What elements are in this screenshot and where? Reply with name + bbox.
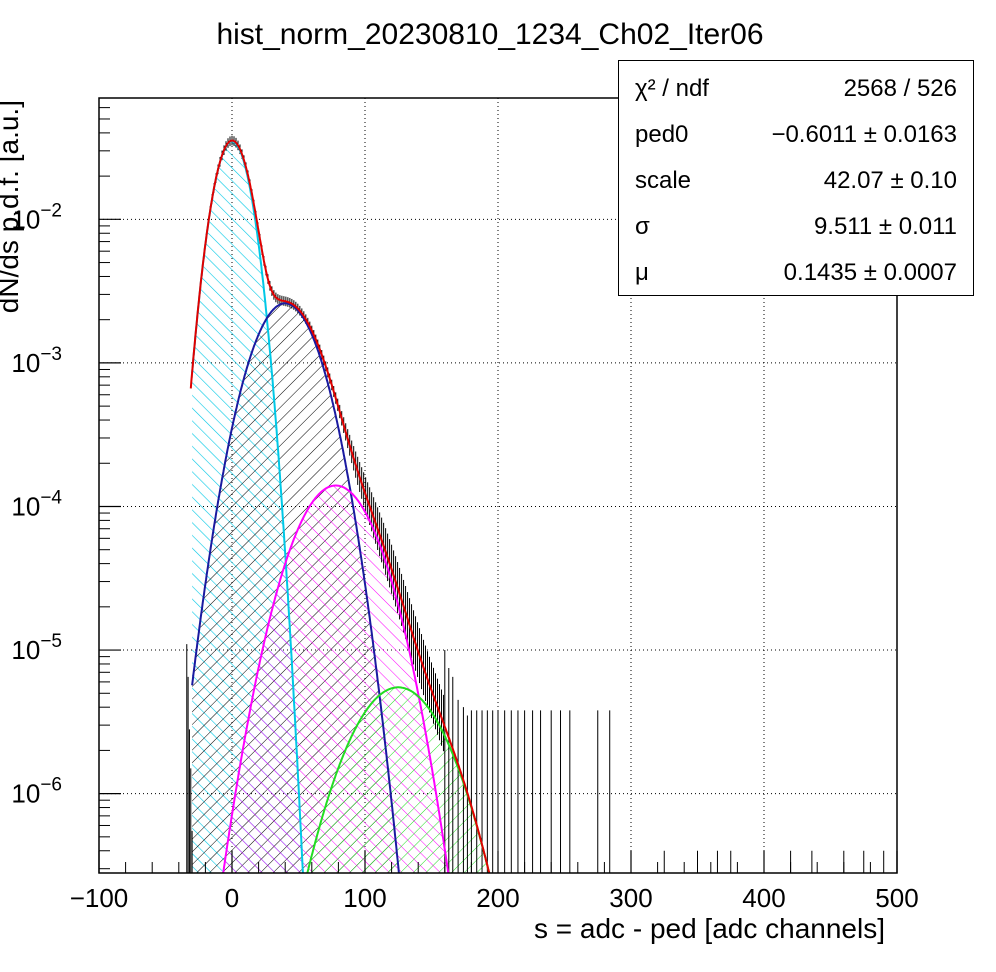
stat-row-sigma: σ 9.511 ± 0.011 [619, 203, 973, 249]
component-curve-3 [306, 686, 491, 873]
chart-title: hist_norm_20230810_1234_Ch02_Iter06 [216, 18, 763, 51]
stat-value: 2568 / 526 [843, 75, 957, 102]
x-tick-label: 400 [742, 883, 785, 913]
y-tick-label: 10−4 [11, 487, 62, 521]
stat-value: −0.6011 ± 0.0163 [771, 121, 957, 148]
component-curve-2 [222, 484, 450, 873]
y-tick-label: 10−3 [11, 344, 62, 378]
y-tick-labels: 10−210−310−410−510−6 [11, 200, 62, 808]
x-tick-label: −100 [70, 883, 129, 913]
component-fill-3 [307, 687, 490, 873]
x-axis-title: s = adc - ped [adc channels] [534, 913, 885, 944]
x-tick-label: 0 [225, 883, 239, 913]
x-tick-labels: −100 0 100 200 300 400 500 [70, 883, 919, 913]
stat-row-chi2: χ² / ndf 2568 / 526 [619, 65, 973, 111]
total-fit-curve [189, 139, 491, 873]
stat-name: μ [635, 259, 649, 286]
component-fills [192, 141, 490, 873]
x-tick-label: 300 [609, 883, 652, 913]
stat-name: scale [635, 167, 692, 194]
y-tick-label: 10−5 [11, 631, 62, 665]
stat-value: 42.07 ± 0.10 [823, 167, 957, 194]
stat-name: χ² / ndf [635, 75, 709, 102]
component-curve-1 [191, 302, 400, 873]
x-tick-label: 500 [875, 883, 918, 913]
axis-ticks [98, 97, 898, 873]
stat-row-scale: scale 42.07 ± 0.10 [619, 157, 973, 203]
histogram-bars [186, 135, 885, 873]
fit-curves [189, 139, 491, 873]
x-tick-label: 200 [476, 883, 519, 913]
stat-value: 0.1435 ± 0.0007 [783, 259, 957, 286]
stat-value: 9.511 ± 0.011 [813, 213, 957, 240]
fit-stats-box: χ² / ndf 2568 / 526 ped0 −0.6011 ± 0.016… [618, 60, 974, 296]
y-tick-label: 10−6 [11, 775, 62, 809]
stat-name: ped0 [635, 121, 689, 148]
stat-row-ped0: ped0 −0.6011 ± 0.0163 [619, 111, 973, 157]
stat-row-mu: μ 0.1435 ± 0.0007 [619, 249, 973, 295]
y-axis-title: dN/ds p.d.f. [a.u.] [0, 100, 24, 313]
stat-name: σ [635, 213, 650, 240]
x-tick-label: 100 [343, 883, 386, 913]
